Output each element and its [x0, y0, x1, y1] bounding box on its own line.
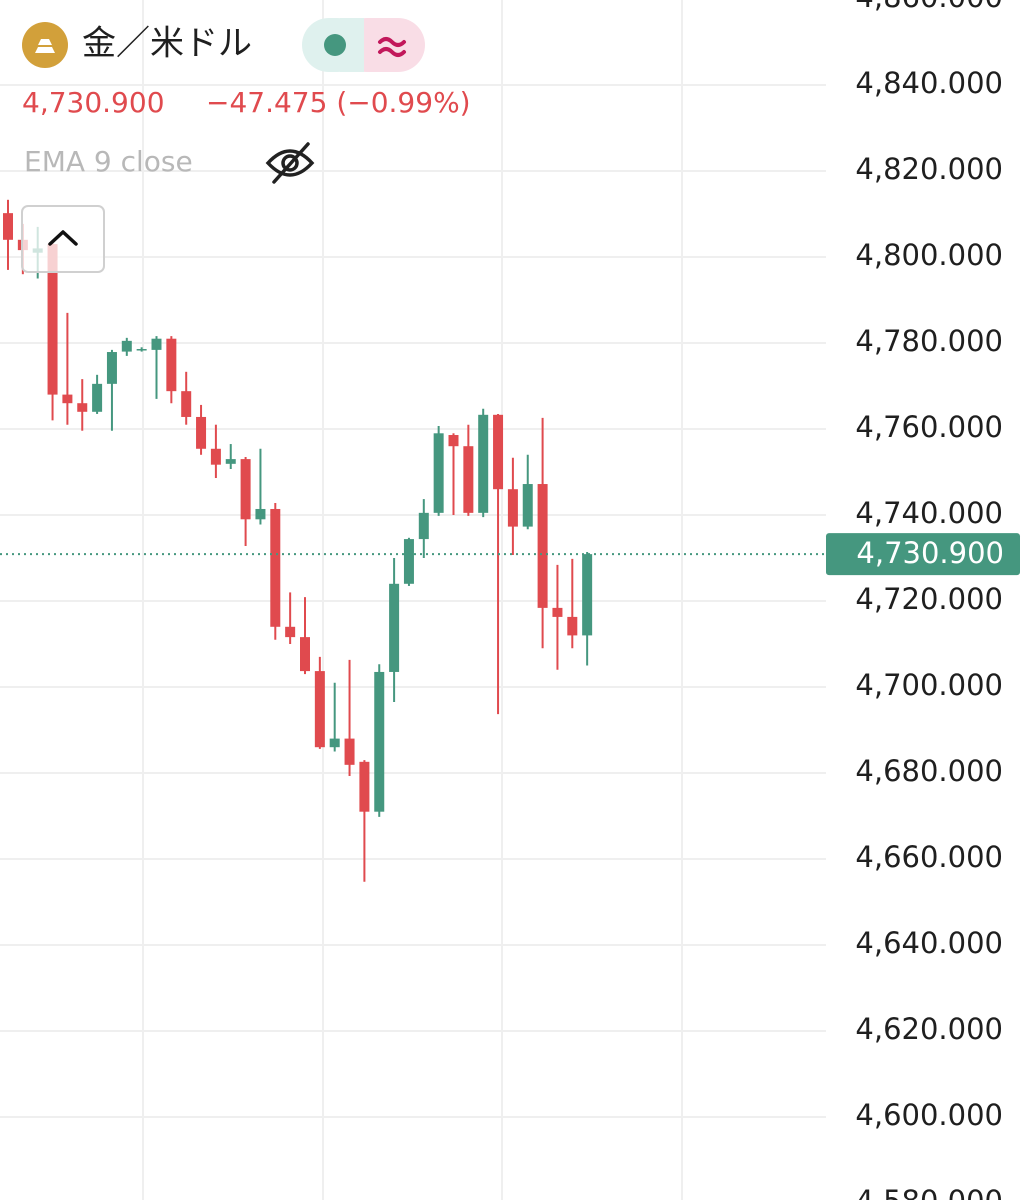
- candle-body: [314, 671, 325, 748]
- candle-body: [433, 433, 444, 513]
- y-tick-label: 4,780.000: [855, 324, 1003, 358]
- candle-body: [210, 448, 221, 465]
- candle-body: [77, 403, 88, 412]
- candle-body: [403, 539, 414, 584]
- y-tick-label: 4,820.000: [855, 152, 1003, 186]
- candle-body: [151, 338, 162, 350]
- candle-body: [389, 583, 400, 672]
- candle-body: [92, 383, 103, 412]
- candle-body: [344, 738, 355, 765]
- y-tick-label: 4,700.000: [855, 668, 1003, 702]
- candle-body: [255, 508, 266, 520]
- candle-body: [181, 391, 192, 417]
- candle-body: [196, 416, 207, 449]
- candle-body: [493, 414, 504, 490]
- collapse-button[interactable]: [21, 205, 105, 273]
- y-tick-label: 4,860.000: [855, 0, 1003, 14]
- y-tick-label: 4,680.000: [855, 754, 1003, 788]
- candle-body: [136, 349, 147, 351]
- candle-body: [448, 435, 459, 447]
- candle-body: [285, 626, 296, 638]
- candle-body: [62, 394, 73, 404]
- overlay: 金／米ドル 4,730.900 −47.475 (−0.99%) EMA 9 c…: [21, 18, 471, 273]
- candle-body: [300, 637, 310, 672]
- y-tick-label: 4,620.000: [855, 1012, 1003, 1046]
- candle-body: [418, 512, 429, 540]
- candle-body: [270, 508, 281, 627]
- y-tick-label: 4,720.000: [855, 582, 1003, 616]
- market-open-dot: [324, 34, 346, 56]
- candle-body: [374, 671, 385, 812]
- candle-body: [537, 484, 548, 608]
- hide-indicator-icon[interactable]: [265, 142, 315, 184]
- candle-body: [47, 244, 58, 395]
- y-tick-label: 4,840.000: [855, 66, 1003, 100]
- logo-bars: [35, 39, 55, 53]
- candle-body: [478, 414, 489, 513]
- last-price-badge-label: 4,730.900: [856, 536, 1004, 570]
- candle-body: [463, 446, 474, 513]
- candle-body: [359, 761, 370, 812]
- candle-body: [225, 459, 236, 464]
- y-tick-label: 4,580.000: [855, 1184, 1003, 1200]
- symbol-title: 金／米ドル: [82, 24, 252, 64]
- candle-body: [522, 484, 533, 527]
- y-tick-label: 4,800.000: [855, 238, 1003, 272]
- candle-body: [329, 738, 340, 748]
- y-tick-label: 4,660.000: [855, 840, 1003, 874]
- candle-body: [3, 213, 13, 240]
- y-tick-label: 4,740.000: [855, 496, 1003, 530]
- candle-body: [166, 338, 177, 392]
- candle-body: [567, 616, 578, 636]
- y-tick-label: 4,600.000: [855, 1098, 1003, 1132]
- last-price-badge: [826, 533, 1020, 576]
- indicator-label: EMA 9 close: [24, 145, 193, 178]
- y-tick-label: 4,760.000: [855, 410, 1003, 444]
- candle-body: [121, 340, 132, 352]
- candle-body: [582, 554, 593, 636]
- price-change: −47.475 (−0.99%): [206, 86, 471, 119]
- y-tick-label: 4,640.000: [855, 926, 1003, 960]
- candle-body: [507, 489, 518, 527]
- candle-body: [240, 459, 251, 520]
- chevron-up-icon: [48, 230, 78, 246]
- candle-body: [106, 352, 117, 384]
- last-price: 4,730.900: [22, 86, 165, 119]
- delay-icon: [378, 37, 406, 57]
- candle-body: [552, 607, 563, 617]
